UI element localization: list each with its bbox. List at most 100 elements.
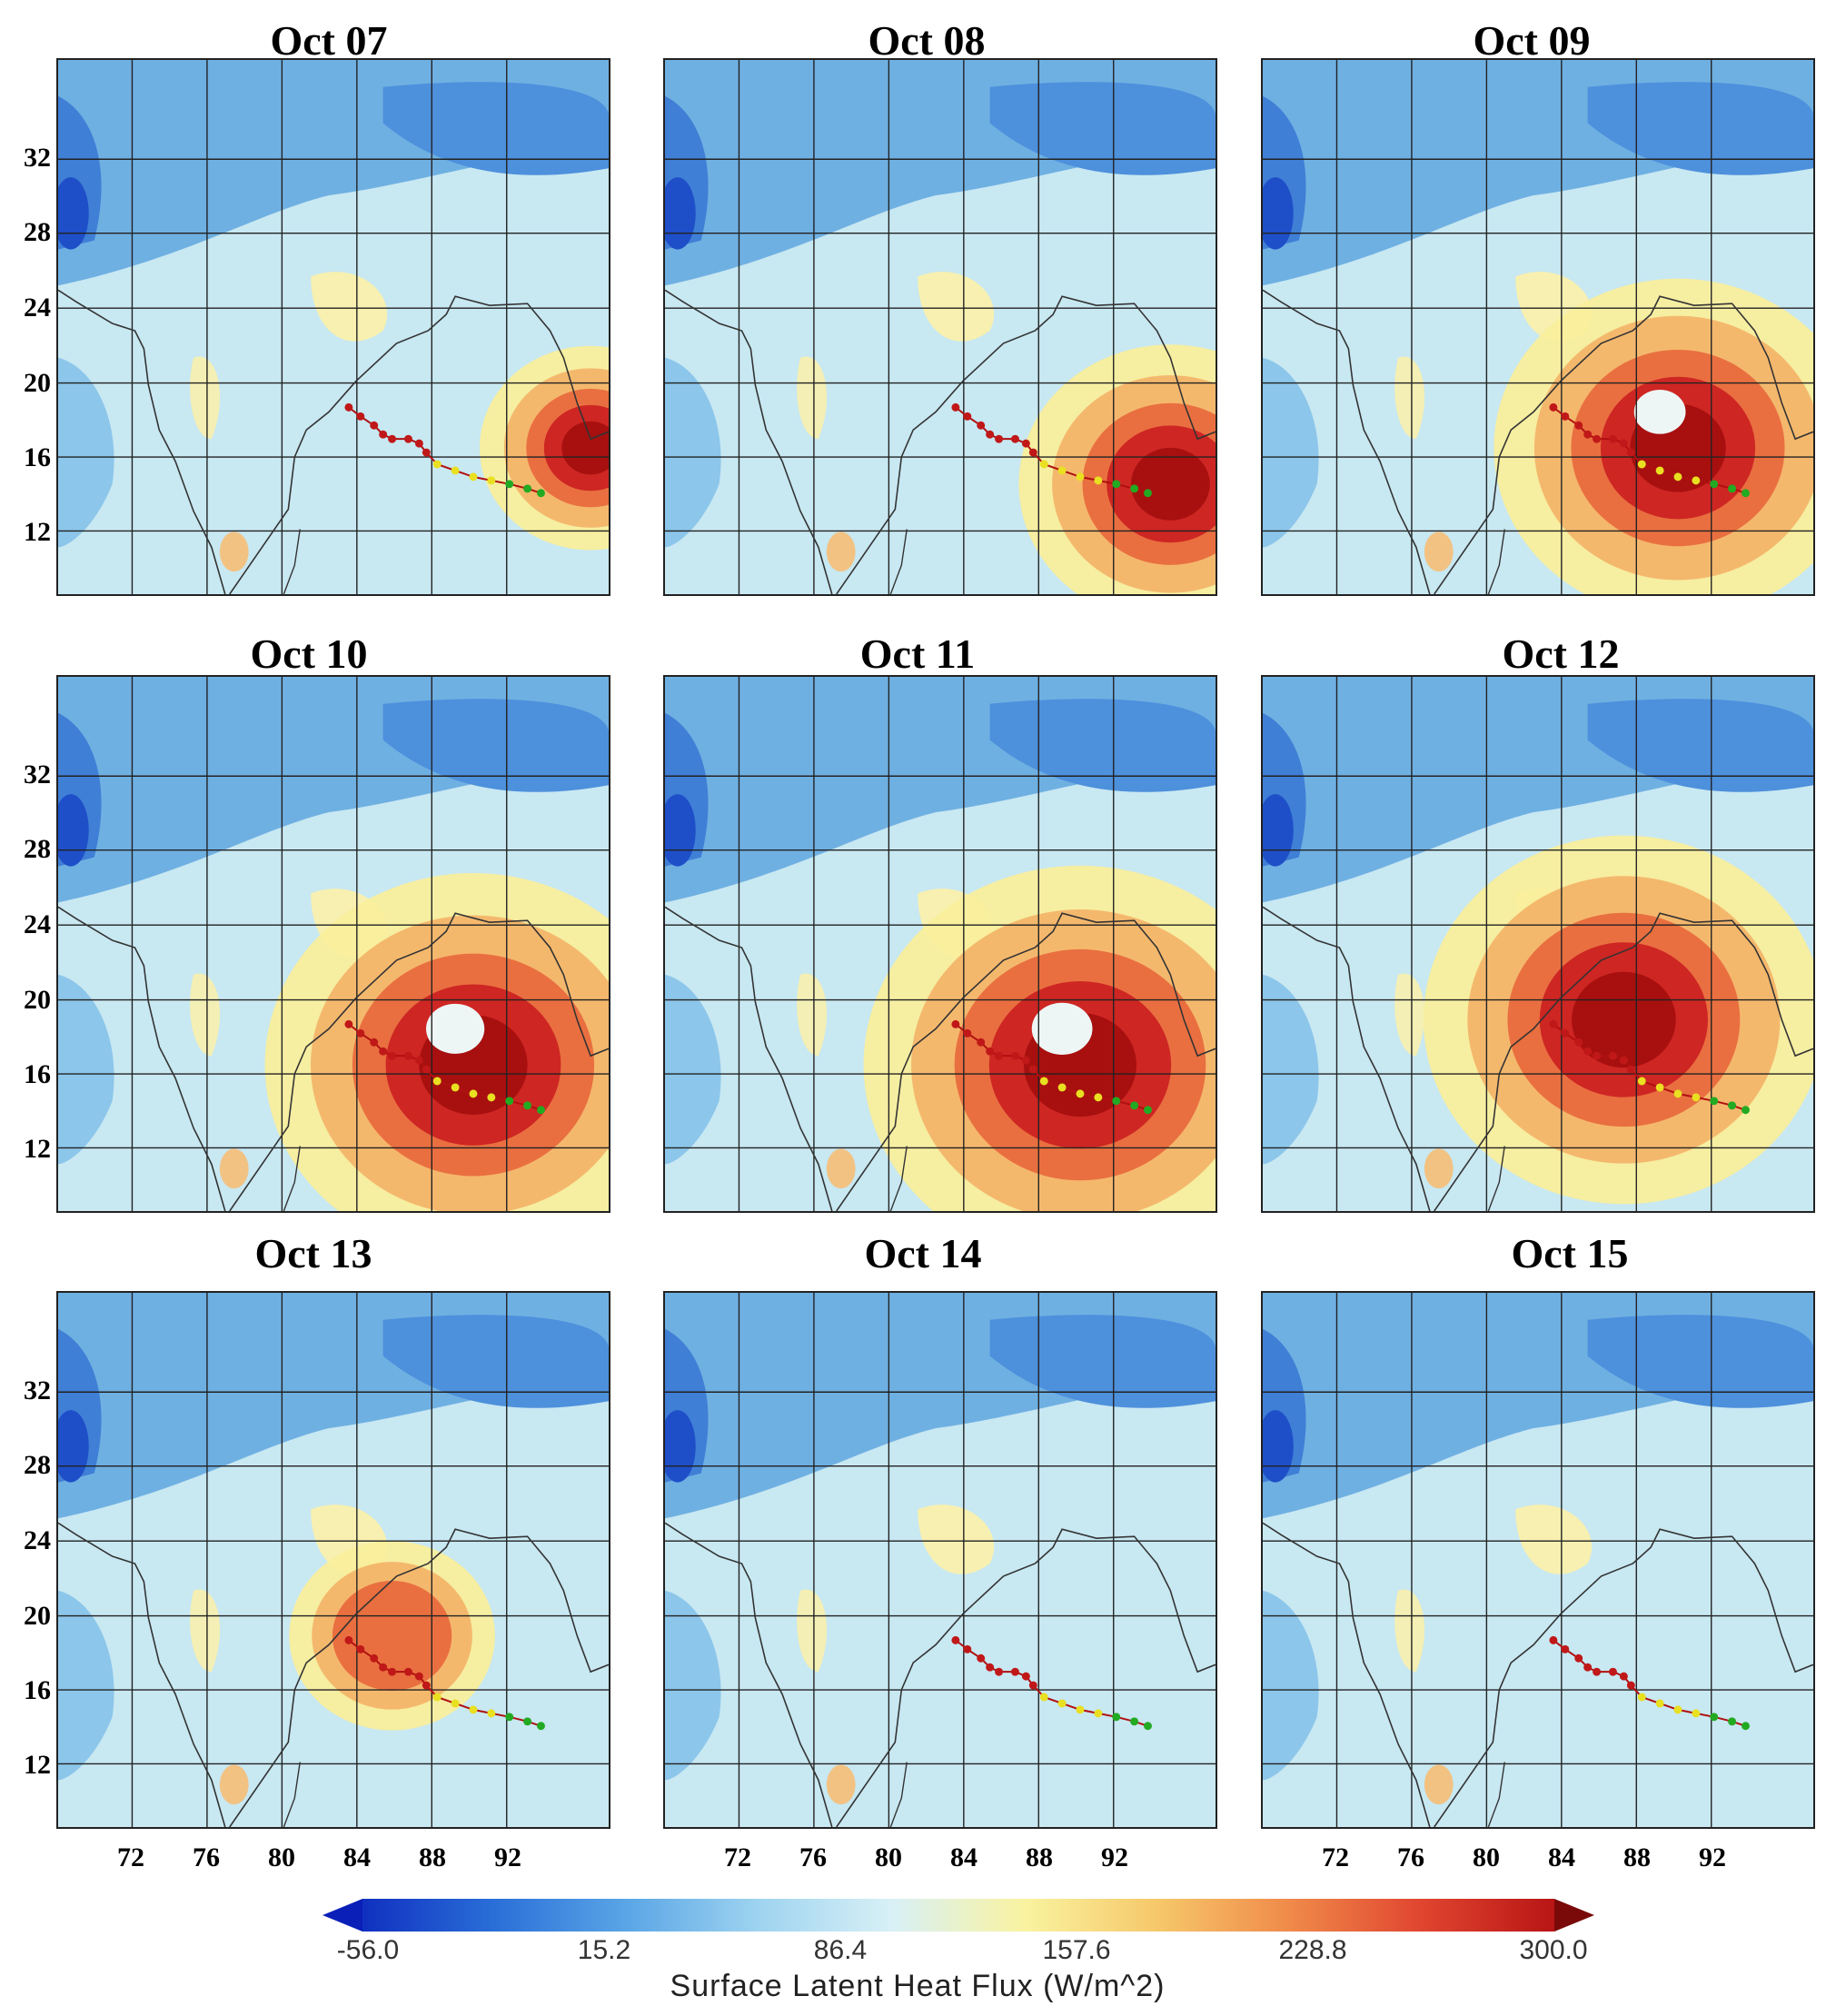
cold-spot bbox=[1263, 177, 1294, 250]
map-panel bbox=[663, 675, 1217, 1213]
track-point bbox=[1742, 1722, 1750, 1731]
track-point bbox=[370, 1038, 379, 1047]
cold-spot bbox=[58, 177, 89, 250]
cool-region-northeast bbox=[989, 699, 1216, 792]
track-point bbox=[356, 1644, 365, 1654]
track-point bbox=[1094, 1709, 1103, 1718]
x-tick-label: 76 bbox=[799, 1842, 827, 1872]
cool-region-northeast bbox=[989, 82, 1216, 175]
track-point bbox=[1094, 1093, 1103, 1102]
track-point bbox=[1728, 1717, 1737, 1726]
cyclone-track bbox=[951, 1635, 1152, 1731]
track-point bbox=[1549, 1635, 1558, 1644]
lat-lon-grid bbox=[665, 677, 1216, 1211]
warm-patch bbox=[219, 1764, 249, 1805]
cool-region-arabian bbox=[665, 974, 721, 1165]
track-point bbox=[951, 402, 960, 412]
track-point bbox=[432, 460, 442, 469]
track-point bbox=[1076, 1705, 1085, 1714]
cool-region-northeast bbox=[382, 1315, 609, 1408]
y-tick-label: 24 bbox=[24, 1525, 51, 1555]
lat-lon-grid bbox=[58, 60, 609, 594]
track-point bbox=[1574, 421, 1583, 430]
cold-spot bbox=[58, 1410, 89, 1483]
coastline bbox=[889, 1762, 908, 1827]
track-point bbox=[388, 1667, 397, 1676]
track-point bbox=[379, 430, 388, 439]
x-tick-label: 92 bbox=[494, 1842, 521, 1872]
y-tick-label: 24 bbox=[24, 293, 51, 323]
track-point bbox=[1112, 1713, 1121, 1722]
colorbar bbox=[323, 1899, 1594, 1932]
x-tick-label: 80 bbox=[268, 1842, 295, 1872]
warm-patch bbox=[797, 1589, 828, 1673]
heat-flux-blob bbox=[479, 345, 609, 551]
track-point bbox=[1028, 1681, 1037, 1690]
x-tick-label: 92 bbox=[1699, 1842, 1726, 1872]
track-point bbox=[414, 439, 423, 448]
track-point bbox=[977, 1038, 986, 1047]
lat-lon-grid bbox=[1263, 677, 1813, 1211]
cold-spot bbox=[665, 177, 696, 250]
track-point bbox=[1130, 1717, 1139, 1726]
x-tick-label: 88 bbox=[1026, 1842, 1053, 1872]
heat-flux-blob bbox=[1018, 344, 1216, 594]
colorbar-tick-label: -56.0 bbox=[336, 1935, 400, 1965]
cool-region-northeast bbox=[1587, 82, 1813, 175]
track-point bbox=[963, 1644, 972, 1654]
track-point bbox=[432, 1693, 442, 1702]
coastline bbox=[1263, 906, 1813, 1211]
track-point bbox=[1673, 472, 1682, 482]
track-point bbox=[1637, 1693, 1646, 1702]
panel-title: Oct 08 bbox=[868, 17, 986, 64]
map-panel bbox=[56, 675, 610, 1213]
lat-lon-grid bbox=[1263, 60, 1813, 594]
track-point bbox=[370, 421, 379, 430]
track-point bbox=[1637, 460, 1646, 469]
cool-region-arabian bbox=[1263, 357, 1319, 548]
warm-patch bbox=[1424, 531, 1454, 572]
coastline bbox=[283, 1146, 301, 1211]
y-tick-label: 32 bbox=[24, 1375, 51, 1405]
track-point bbox=[356, 412, 365, 421]
track-point bbox=[469, 1705, 478, 1714]
track-point bbox=[1583, 430, 1593, 439]
track-point bbox=[487, 1093, 496, 1102]
map-canvas bbox=[1263, 677, 1813, 1211]
x-tick-label: 92 bbox=[1101, 1842, 1128, 1872]
track-point bbox=[1692, 476, 1701, 485]
y-tick-label: 20 bbox=[24, 1601, 51, 1631]
cold-spot bbox=[665, 794, 696, 867]
track-point bbox=[1039, 460, 1048, 469]
x-tick-label: 72 bbox=[1322, 1842, 1349, 1872]
coastline bbox=[283, 529, 301, 594]
cool-region-northeast bbox=[382, 82, 609, 175]
track-point bbox=[537, 1722, 545, 1731]
track-point bbox=[1619, 1056, 1628, 1065]
map-panel bbox=[1261, 58, 1815, 596]
track-point bbox=[451, 1699, 460, 1708]
map-canvas bbox=[665, 677, 1216, 1211]
x-tick-label: 88 bbox=[419, 1842, 446, 1872]
track-point bbox=[986, 1047, 995, 1056]
track-point bbox=[1130, 484, 1139, 493]
track-point bbox=[344, 1635, 353, 1644]
colorbar-tick-label: 15.2 bbox=[577, 1935, 631, 1965]
y-tick-label: 12 bbox=[24, 1134, 51, 1164]
track-point bbox=[1583, 1047, 1593, 1056]
cyclone-track bbox=[951, 402, 1152, 498]
cool-region-arabian bbox=[665, 1590, 721, 1781]
track-point bbox=[1608, 1051, 1617, 1060]
coastline bbox=[1487, 1146, 1505, 1211]
track-point bbox=[1144, 1722, 1152, 1731]
track-point bbox=[344, 1019, 353, 1028]
track-point bbox=[487, 476, 496, 485]
colorbar-bar bbox=[362, 1899, 1554, 1932]
warm-patch bbox=[1394, 973, 1425, 1057]
cool-region-northeast bbox=[382, 699, 609, 792]
track-point bbox=[537, 1106, 545, 1115]
cyclone-track bbox=[344, 402, 545, 498]
track-point bbox=[1593, 1051, 1602, 1060]
colorbar-tick-label: 157.6 bbox=[1042, 1935, 1111, 1965]
cool-region-northeast bbox=[989, 1315, 1216, 1408]
